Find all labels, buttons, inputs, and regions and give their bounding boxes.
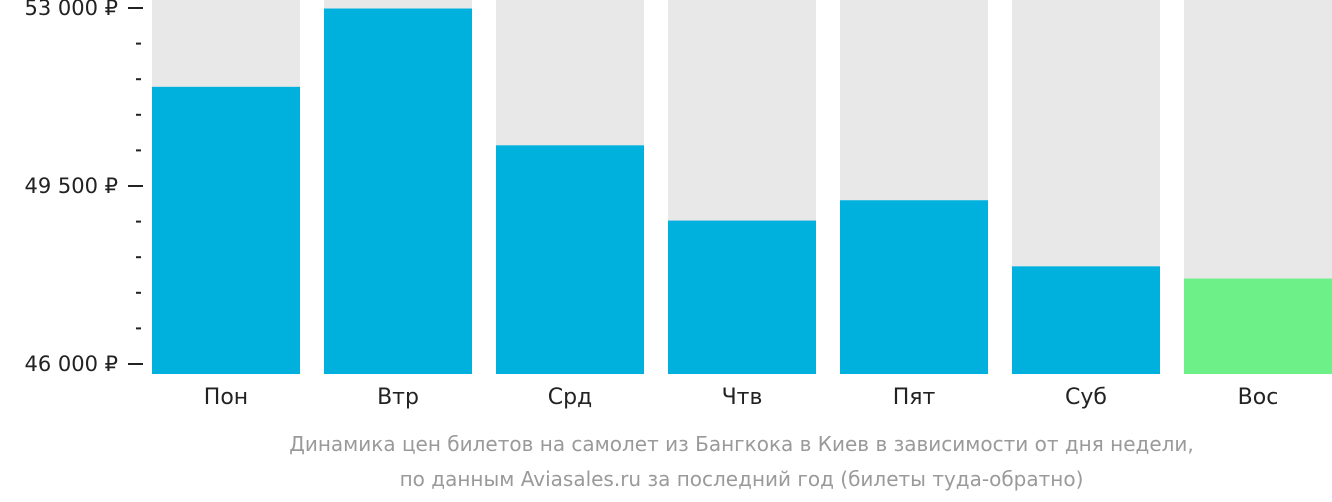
- y-tick-label: 53 000 ₽: [24, 0, 118, 20]
- y-axis: 53 000 ₽ 49 500 ₽ 46 000 ₽: [24, 0, 143, 376]
- x-tick-label: Срд: [548, 385, 593, 410]
- x-tick-label: Суб: [1065, 385, 1107, 410]
- x-tick-label: Вос: [1238, 385, 1279, 410]
- x-tick-label: Втр: [377, 385, 419, 410]
- y-tick-label: 46 000 ₽: [24, 352, 118, 376]
- price-by-weekday-chart: 53 000 ₽ 49 500 ₽ 46 000 ₽ Пон Втр Срд Чтв Пят…: [24, 0, 1332, 410]
- bar-0: [152, 86, 300, 374]
- bars: [152, 8, 1332, 374]
- bar-5: [1012, 266, 1160, 374]
- chart-caption-line-2: по данным Aviasales.ru за последний год …: [399, 467, 1084, 491]
- x-tick-label: Пон: [204, 385, 248, 410]
- x-tick-label: Чтв: [722, 385, 763, 410]
- bar-6: [1184, 278, 1332, 374]
- bar-1: [324, 8, 472, 374]
- bar-3: [668, 220, 816, 374]
- bar-2: [496, 145, 644, 374]
- bar-4: [840, 200, 988, 374]
- y-tick-label: 49 500 ₽: [24, 174, 118, 198]
- chart-caption-line-1: Динамика цен билетов на самолет из Бангк…: [289, 432, 1194, 456]
- x-axis: Пон Втр Срд Чтв Пят Суб Вос: [204, 385, 1279, 410]
- x-tick-label: Пят: [893, 385, 936, 410]
